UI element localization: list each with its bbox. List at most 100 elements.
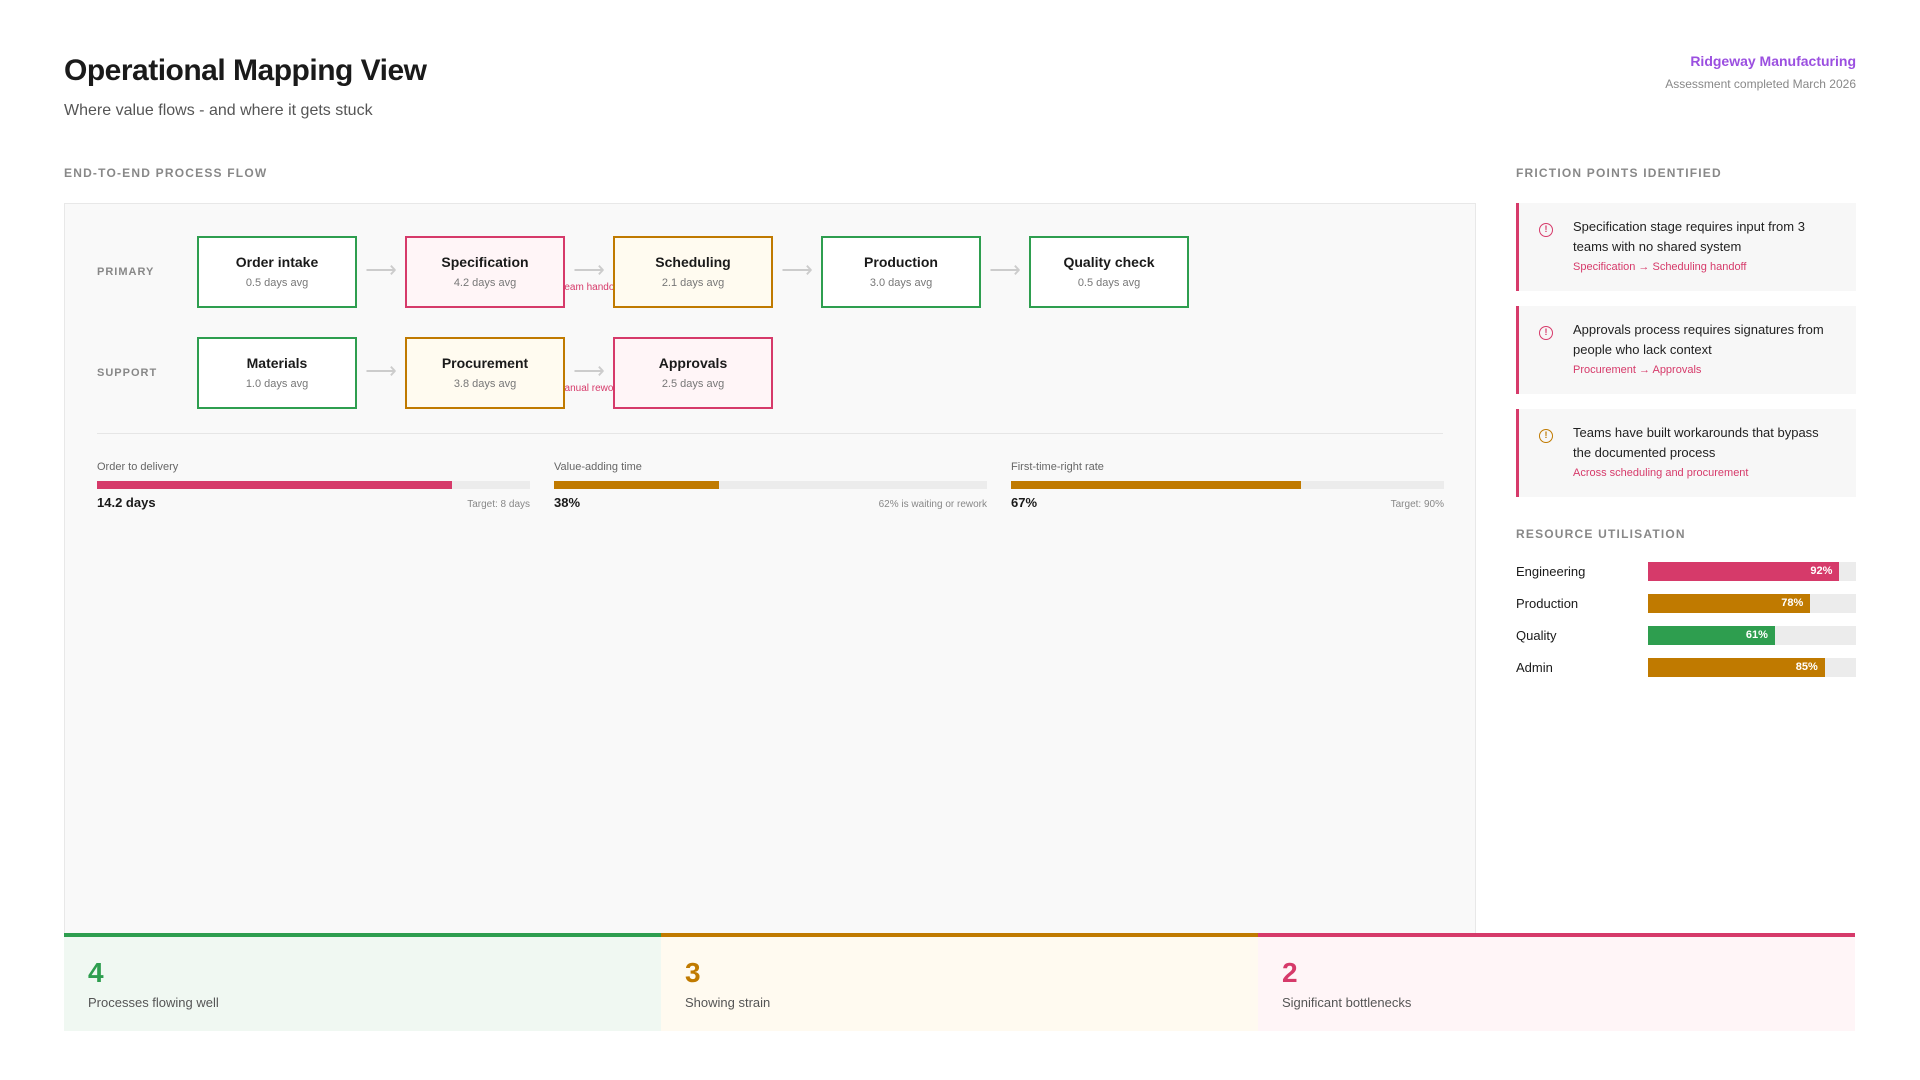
process-step[interactable]: Procurement 3.8 days avg	[405, 337, 565, 409]
friction-text: Specification stage requires input from …	[1573, 219, 1805, 254]
resource-heading: Resource utilisation	[1516, 527, 1686, 541]
page-subtitle: Where value flows - and where it gets st…	[64, 102, 373, 119]
step-duration: 3.0 days avg	[869, 277, 933, 289]
resource-bar-fill: 78%	[1648, 594, 1811, 613]
resource-name: Engineering	[1516, 564, 1586, 579]
resource-bar: 85%	[1648, 658, 1856, 677]
friction-text: Approvals process requires signatures fr…	[1573, 322, 1824, 357]
metric-values: 14.2 days Target: 8 days	[97, 495, 530, 510]
resource-name: Quality	[1516, 628, 1557, 643]
stat-label: Processes flowing well	[88, 995, 219, 1010]
stat-count: 3	[685, 957, 701, 988]
process-step[interactable]: Quality check 0.5 days avg	[1029, 236, 1189, 308]
arrow-right-icon: ⟶	[989, 257, 1021, 282]
friction-card[interactable]: ! Teams have built workarounds that bypas…	[1516, 409, 1856, 497]
step-name: Quality check	[1063, 254, 1155, 270]
step-name: Specification	[441, 254, 529, 270]
arrow-right-icon: ⟶	[573, 358, 605, 383]
resource-name: Admin	[1516, 660, 1553, 675]
metric-2: First-time-right rate 67% Target: 90%	[1011, 461, 1444, 510]
metric-label: First-time-right rate	[1011, 461, 1104, 473]
row-label: SUPPORT	[97, 367, 158, 379]
step-name: Procurement	[441, 355, 529, 371]
metric-values: 38% 62% is waiting or rework	[554, 495, 987, 510]
friction-card[interactable]: ! Approvals process requires signatures f…	[1516, 306, 1856, 394]
resource-bar-fill: 85%	[1648, 658, 1825, 677]
friction-source: Specification → Scheduling handoff	[1573, 261, 1747, 273]
alert-icon: !	[1539, 429, 1553, 443]
metric-note: Target: 8 days	[467, 499, 530, 510]
process-step[interactable]: Approvals 2.5 days avg	[613, 337, 773, 409]
handoff-text: 3 team handoffs	[553, 282, 625, 293]
arrow-right-icon: ⟶	[365, 358, 397, 383]
step-duration: 2.1 days avg	[661, 277, 725, 289]
resource-row: Quality 61%	[1516, 626, 1856, 646]
step-duration: 2.5 days avg	[661, 378, 725, 390]
handoff-label: manual rework	[556, 383, 622, 394]
assessment-date: Assessment completed March 2026	[1665, 77, 1856, 91]
process-step[interactable]: Specification 4.2 days avg	[405, 236, 565, 308]
metric-bar	[97, 481, 530, 489]
resource-bar: 61%	[1648, 626, 1856, 645]
metric-label: Order to delivery	[97, 461, 179, 473]
flow-heading: End-to-end process flow	[64, 166, 268, 180]
step-duration: 4.2 days avg	[453, 277, 517, 289]
process-step[interactable]: Order intake 0.5 days avg	[197, 236, 357, 308]
step-name: Production	[864, 254, 938, 270]
arrow-right-icon: ⟶	[781, 257, 813, 282]
process-step[interactable]: Materials 1.0 days avg	[197, 337, 357, 409]
step-duration: 3.8 days avg	[453, 378, 517, 390]
metric-bar	[1011, 481, 1444, 489]
summary-stat: 3 Showing strain	[661, 933, 1258, 1031]
metric-value: 38%	[554, 495, 581, 510]
row-label: PRIMARY	[97, 266, 155, 278]
metric-note: 62% is waiting or rework	[878, 499, 987, 510]
step-name: Order intake	[235, 254, 319, 270]
step-duration: 0.5 days avg	[1077, 277, 1141, 289]
metric-value: 67%	[1011, 495, 1038, 510]
metric-value: 14.2 days	[97, 495, 156, 510]
process-step[interactable]: Production 3.0 days avg	[821, 236, 981, 308]
stat-count: 4	[88, 957, 104, 988]
metric-bar-fill	[554, 481, 719, 489]
handoff-text: manual rework	[556, 383, 622, 394]
metric-values: 67% Target: 90%	[1011, 495, 1444, 510]
alert-icon: !	[1539, 326, 1553, 340]
friction-card[interactable]: ! Specification stage requires input from…	[1516, 203, 1856, 291]
metric-bar-fill	[97, 481, 453, 489]
step-name: Scheduling	[655, 254, 731, 270]
resource-row: Engineering 92%	[1516, 562, 1856, 582]
metric-bar	[554, 481, 987, 489]
arrow-right-icon: ⟶	[573, 257, 605, 282]
alert-icon: !	[1539, 223, 1553, 237]
summary-stat: 2 Significant bottlenecks	[1258, 933, 1855, 1031]
stat-count: 2	[1282, 957, 1298, 988]
step-name: Materials	[246, 355, 308, 371]
resource-name: Production	[1516, 596, 1579, 611]
resource-row: Production 78%	[1516, 594, 1856, 614]
metric-0: Order to delivery 14.2 days Target: 8 days	[97, 461, 530, 510]
metric-bar-fill	[1011, 481, 1302, 489]
resource-bar-fill: 92%	[1648, 562, 1840, 581]
metric-note: Target: 90%	[1390, 499, 1444, 510]
friction-text: Teams have built workarounds that bypass…	[1573, 425, 1819, 460]
process-flow-panel	[64, 203, 1476, 933]
friction-source: Procurement → Approvals	[1573, 364, 1702, 376]
handoff-label: 3 team handoffs	[553, 282, 625, 293]
page-title: Operational Mapping View	[64, 54, 427, 87]
step-name: Approvals	[658, 355, 728, 371]
resource-bar: 78%	[1648, 594, 1856, 613]
summary-stat: 4 Processes flowing well	[64, 933, 661, 1031]
resource-bar-fill: 61%	[1648, 626, 1775, 645]
divider	[97, 433, 1443, 434]
metric-label: Value-adding time	[554, 461, 642, 473]
step-duration: 1.0 days avg	[245, 378, 309, 390]
resource-bar: 92%	[1648, 562, 1856, 581]
friction-heading: Friction points identified	[1516, 166, 1722, 180]
step-duration: 0.5 days avg	[245, 277, 309, 289]
resource-row: Admin 85%	[1516, 658, 1856, 678]
stat-label: Significant bottlenecks	[1282, 995, 1412, 1010]
organization-name: Ridgeway Manufacturing	[1690, 53, 1856, 69]
metric-1: Value-adding time 38% 62% is waiting or re…	[554, 461, 987, 510]
process-step[interactable]: Scheduling 2.1 days avg	[613, 236, 773, 308]
